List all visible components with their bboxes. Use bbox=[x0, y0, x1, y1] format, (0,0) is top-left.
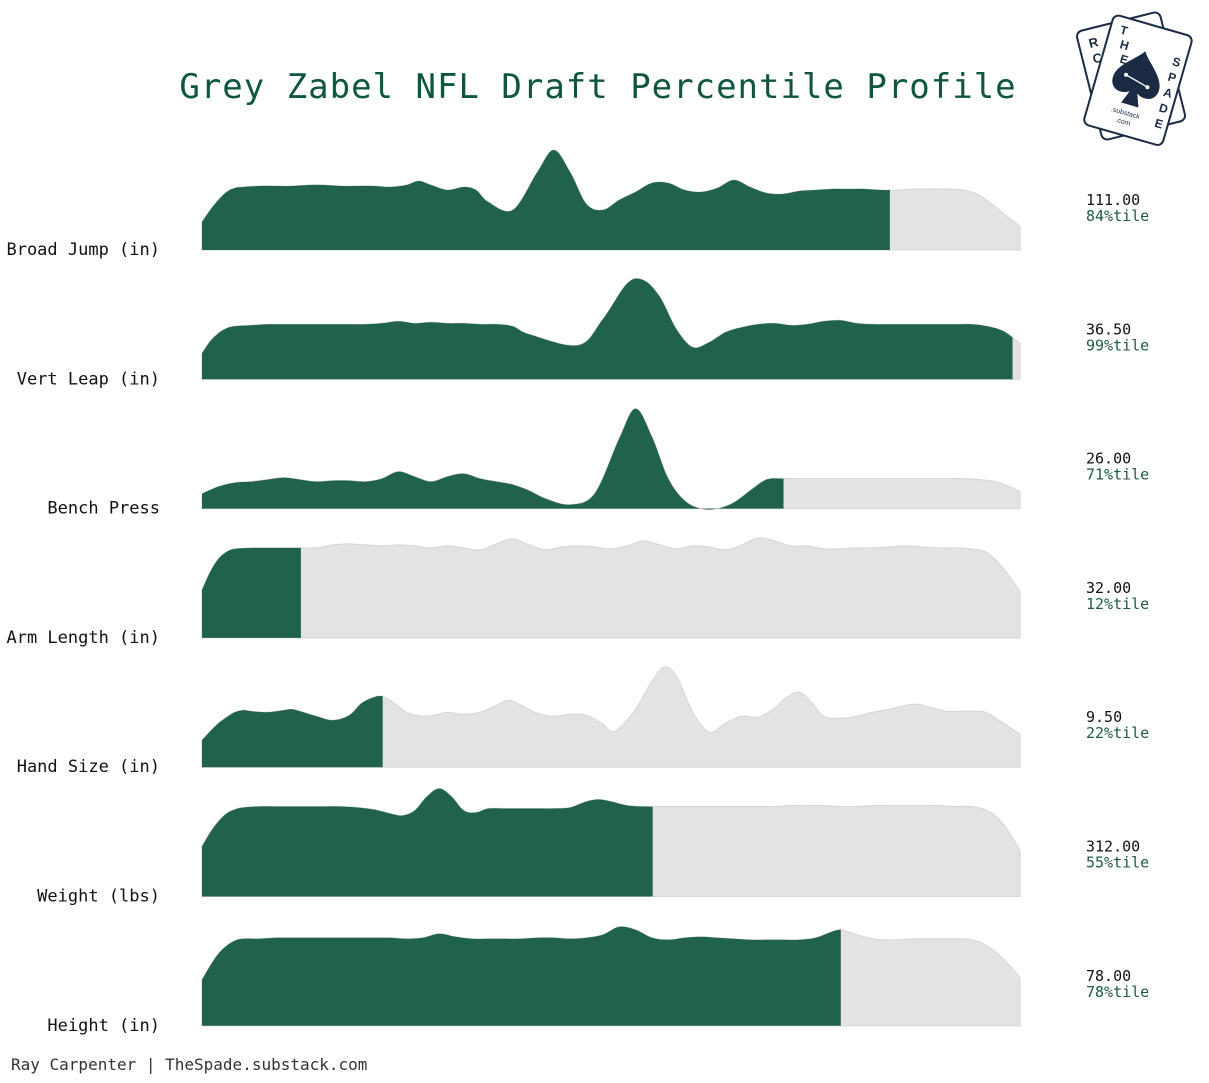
the-spade-logo: R C ♣ T H E S P A D E .substack .com bbox=[1076, 11, 1193, 146]
density-area-percentile-fill bbox=[202, 926, 841, 1026]
chart-title: Grey Zabel NFL Draft Percentile Profile bbox=[179, 67, 1016, 107]
metric-label: Bench Press bbox=[47, 499, 160, 519]
density-area-full bbox=[201, 537, 1021, 639]
logo-front-card-letter: H bbox=[1118, 37, 1130, 53]
spade-star bbox=[1145, 85, 1150, 90]
logo-front-card-letter: E bbox=[1153, 116, 1165, 132]
metric-label: Height (in) bbox=[47, 1016, 160, 1036]
metric-value: 9.50 bbox=[1086, 708, 1122, 726]
logo-front-card-letter: P bbox=[1166, 70, 1178, 86]
spade-star bbox=[1124, 72, 1129, 77]
logo-front-card-letter: S bbox=[1171, 54, 1183, 70]
density-area-percentile-fill bbox=[202, 695, 382, 768]
spade-icon bbox=[1112, 51, 1160, 108]
logo-front-card-letter: D bbox=[1157, 100, 1170, 116]
footer-credit: Ray Carpenter | TheSpade.substack.com bbox=[11, 1055, 367, 1074]
logo-com-text: .com bbox=[1115, 117, 1132, 128]
spade-constellation-line bbox=[1125, 74, 1148, 88]
metric-value: 36.50 bbox=[1086, 320, 1131, 338]
density-area-percentile-fill bbox=[202, 408, 783, 510]
metric-label: Arm Length (in) bbox=[6, 628, 160, 648]
metric-percentile: 78%tile bbox=[1086, 983, 1149, 1001]
metric-value: 111.00 bbox=[1086, 191, 1140, 209]
logo-front-card-letter: T bbox=[1118, 23, 1130, 39]
logo-front-card-letter: E bbox=[1118, 52, 1130, 68]
metric-value: 32.00 bbox=[1086, 579, 1131, 597]
density-area-percentile-fill bbox=[202, 278, 1012, 380]
metric-label: Hand Size (in) bbox=[17, 757, 160, 777]
metric-value: 312.00 bbox=[1086, 838, 1140, 856]
metric-percentile: 22%tile bbox=[1086, 724, 1149, 742]
metric-percentile: 99%tile bbox=[1086, 336, 1149, 354]
metric-percentile: 84%tile bbox=[1086, 207, 1149, 225]
logo-front-card-letter: A bbox=[1162, 85, 1175, 101]
metric-label: Weight (lbs) bbox=[37, 887, 160, 907]
density-area-percentile-fill bbox=[202, 547, 301, 638]
metric-label: Vert Leap (in) bbox=[17, 369, 160, 389]
logo-back-card-letter: R bbox=[1087, 34, 1100, 51]
metric-percentile: 71%tile bbox=[1086, 466, 1149, 484]
metric-percentile: 55%tile bbox=[1086, 854, 1149, 872]
metric-label: Broad Jump (in) bbox=[6, 240, 160, 260]
density-area-percentile-fill bbox=[202, 150, 890, 250]
density-area-percentile-fill bbox=[202, 788, 652, 897]
metric-value: 78.00 bbox=[1086, 967, 1131, 985]
metric-value: 26.00 bbox=[1086, 450, 1131, 468]
metric-percentile: 12%tile bbox=[1086, 595, 1149, 613]
